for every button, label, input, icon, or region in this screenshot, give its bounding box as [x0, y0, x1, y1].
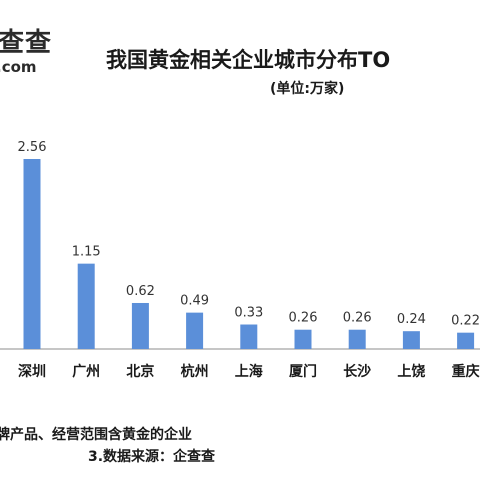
bar-7: [402, 331, 420, 349]
x-tick-label-4: 上海: [235, 363, 263, 380]
bar-value-label-7: 0.24: [397, 312, 426, 327]
bar-value-label-6: 0.26: [343, 311, 372, 326]
bar-8: [457, 332, 475, 349]
bar-3: [186, 312, 204, 349]
bar-value-label-3: 0.49: [180, 294, 209, 309]
x-tick-label-1: 广州: [72, 363, 100, 380]
footnote-line-2: 3.数据来源：企查查: [88, 449, 216, 465]
bar-0: [23, 159, 41, 349]
x-tick-label-7: 上饶: [397, 363, 425, 380]
bar-value-label-8: 0.22: [451, 314, 480, 329]
bar-value-label-4: 0.33: [234, 306, 263, 321]
bar-6: [348, 329, 366, 349]
bar-value-label-0: 2.56: [18, 140, 47, 155]
x-tick-label-3: 杭州: [181, 363, 209, 380]
chart-unit-subtitle: (单位:万家): [270, 81, 345, 97]
x-tick-label-6: 长沙: [343, 363, 371, 380]
bar-4: [240, 324, 258, 349]
x-tick-label-5: 厦门: [289, 363, 317, 380]
x-tick-label-0: 深圳: [18, 363, 46, 380]
x-tick-label-8: 重庆: [452, 363, 480, 380]
bar-value-label-5: 0.26: [289, 311, 318, 326]
bar-2: [131, 302, 149, 349]
brand-logo: 查查: [0, 28, 53, 58]
bar-5: [294, 329, 312, 349]
bar-value-label-1: 1.15: [72, 245, 101, 260]
x-tick-label-2: 北京: [126, 363, 154, 380]
brand-url: .com: [0, 58, 37, 76]
bar-value-label-2: 0.62: [126, 284, 155, 299]
chart-title: 我国黄金相关企业城市分布TO: [106, 48, 391, 72]
footnote-line-1: 牌产品、经营范围含黄金的企业: [0, 427, 192, 443]
bar-1: [77, 263, 95, 349]
